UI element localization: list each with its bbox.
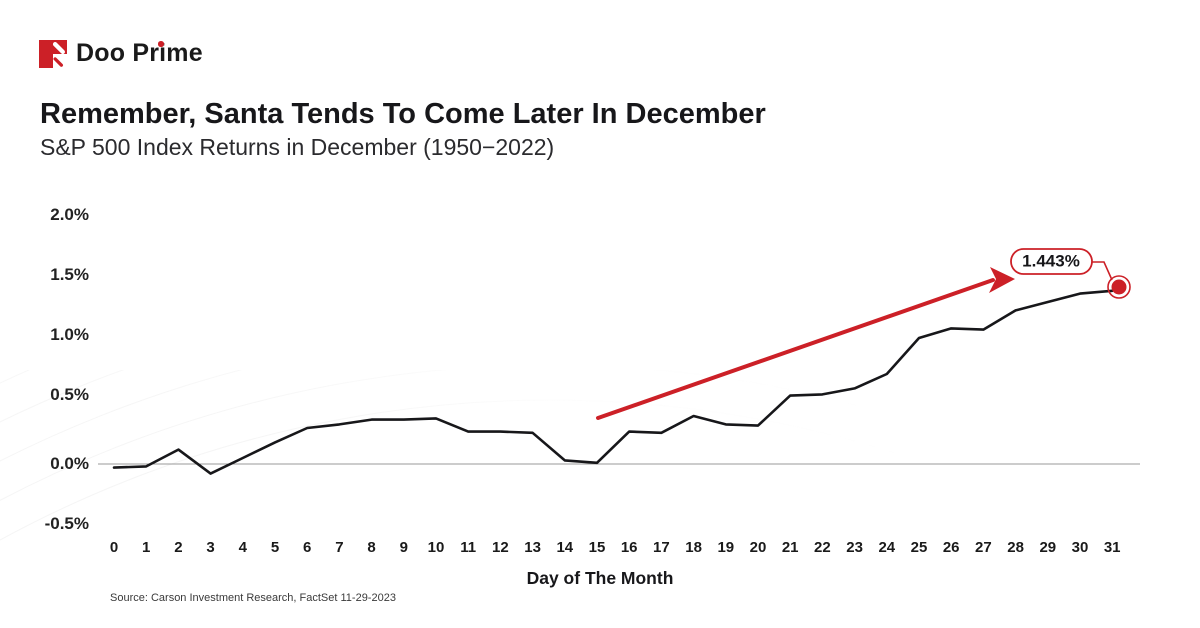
svg-text:1.0%: 1.0% [50,325,89,344]
svg-text:22: 22 [814,539,831,556]
svg-text:0: 0 [110,539,118,556]
svg-text:Day of The Month: Day of The Month [527,568,674,588]
svg-text:6: 6 [303,539,311,556]
svg-text:5: 5 [271,539,279,556]
svg-text:21: 21 [782,539,799,556]
svg-text:1: 1 [142,539,150,556]
svg-text:27: 27 [975,539,992,556]
svg-text:23: 23 [846,539,863,556]
svg-text:18: 18 [685,539,702,556]
svg-text:16: 16 [621,539,638,556]
svg-text:28: 28 [1007,539,1024,556]
svg-text:12: 12 [492,539,509,556]
svg-text:2.0%: 2.0% [50,205,89,224]
svg-text:24: 24 [878,539,895,556]
svg-text:0.0%: 0.0% [50,454,89,473]
svg-text:2: 2 [174,539,182,556]
svg-text:25: 25 [911,539,928,556]
svg-text:19: 19 [717,539,734,556]
svg-text:7: 7 [335,539,343,556]
svg-text:9: 9 [400,539,408,556]
svg-text:14: 14 [556,539,573,556]
svg-text:30: 30 [1072,539,1089,556]
svg-text:17: 17 [653,539,670,556]
svg-text:8: 8 [367,539,375,556]
svg-text:26: 26 [943,539,960,556]
svg-text:0.5%: 0.5% [50,385,89,404]
svg-text:13: 13 [524,539,541,556]
svg-text:3: 3 [206,539,214,556]
svg-text:-0.5%: -0.5% [45,514,89,533]
svg-text:29: 29 [1039,539,1056,556]
svg-text:31: 31 [1104,539,1121,556]
svg-text:4: 4 [239,539,248,556]
svg-text:20: 20 [750,539,767,556]
svg-text:15: 15 [589,539,606,556]
svg-text:11: 11 [460,539,476,556]
svg-text:1.443%: 1.443% [1022,252,1080,271]
svg-text:10: 10 [428,539,445,556]
svg-text:1.5%: 1.5% [50,265,89,284]
